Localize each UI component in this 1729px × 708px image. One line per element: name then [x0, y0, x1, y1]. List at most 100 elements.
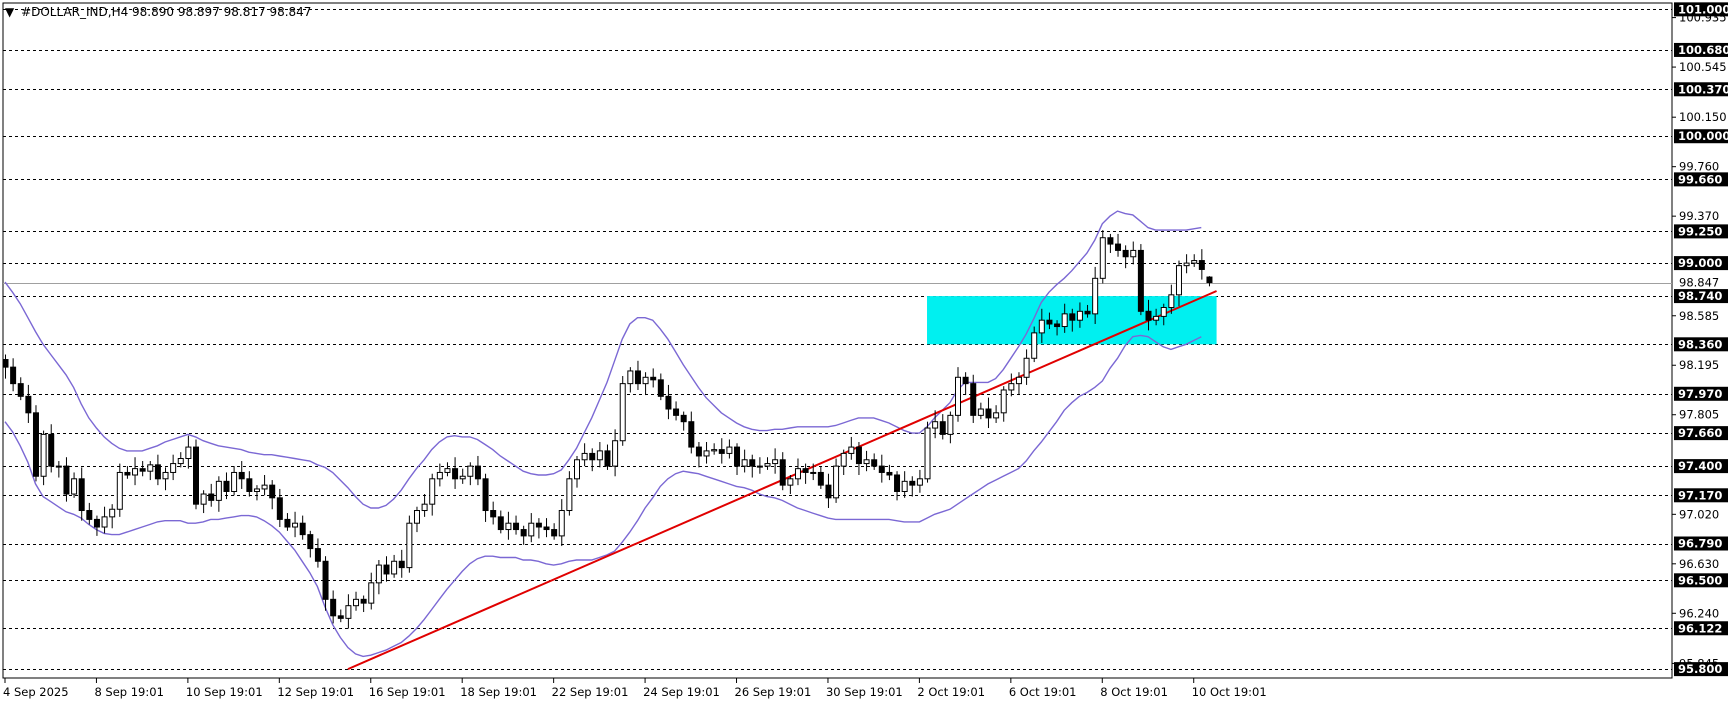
candle-body-88	[673, 408, 680, 416]
candle-75	[574, 455, 580, 488]
candle-body-34	[261, 484, 268, 490]
candle-body-85	[650, 376, 657, 381]
plot-frame	[2, 2, 1673, 679]
candle-50	[383, 556, 390, 582]
candle-17	[132, 457, 139, 486]
candle-113	[863, 450, 870, 472]
candle-body-70	[535, 522, 542, 528]
candle-121	[924, 421, 931, 483]
candle-90	[688, 411, 695, 454]
candle-body-30	[231, 471, 238, 492]
candle-body-79	[604, 450, 611, 467]
candle-31	[238, 461, 245, 489]
candle-body-50	[383, 564, 390, 575]
candle-95	[726, 439, 733, 459]
candle-135	[1031, 326, 1038, 363]
candle-body-155	[1183, 262, 1190, 267]
bollinger-lower	[4, 334, 1202, 658]
candle-body-133	[1015, 376, 1022, 385]
candle-body-113	[863, 459, 870, 465]
level-label-1: 100.680	[1678, 43, 1729, 57]
candle-114	[871, 453, 878, 470]
candle-body-148	[1130, 249, 1137, 258]
candle-57	[436, 463, 443, 487]
candle-body-2	[17, 383, 24, 397]
candle-60	[459, 468, 466, 484]
candle-130	[993, 405, 1000, 423]
candle-49	[375, 560, 382, 595]
candle-body-98	[749, 459, 756, 467]
candle-body-6	[48, 433, 55, 467]
candle-body-101	[772, 459, 779, 465]
candle-body-33	[253, 488, 260, 492]
time-tick-label-8: 26 Sep 19:01	[735, 685, 812, 699]
candle-72	[551, 523, 558, 540]
price-tick-label-4: 99.370	[1679, 209, 1719, 223]
candle-body-72	[551, 529, 558, 537]
candle-32	[246, 471, 253, 497]
candle-body-73	[558, 510, 565, 537]
candle-83	[634, 360, 641, 390]
candle-35	[269, 480, 276, 510]
candle-body-156	[1191, 260, 1198, 264]
candle-21	[162, 467, 169, 491]
candle-body-8	[63, 465, 70, 495]
candle-body-66	[505, 522, 512, 531]
candle-body-32	[246, 478, 253, 492]
candle-body-19	[147, 464, 154, 472]
candle-body-57	[436, 471, 443, 480]
candle-1	[10, 358, 17, 392]
candle-body-0	[2, 359, 9, 368]
level-label-10-box	[1674, 426, 1728, 441]
level-label-5-box	[1674, 224, 1728, 239]
candle-body-118	[901, 480, 908, 492]
candle-body-100	[764, 463, 771, 467]
price-tick-label-9: 96.630	[1679, 557, 1719, 571]
candle-85	[650, 368, 657, 388]
candle-56	[429, 473, 436, 516]
candle-70	[535, 518, 542, 539]
candle-body-3	[25, 395, 32, 414]
level-label-16-box	[1674, 662, 1728, 677]
candle-body-60	[459, 475, 466, 480]
candle-14	[109, 504, 116, 529]
level-label-11: 97.400	[1678, 459, 1722, 473]
candle-body-26	[200, 493, 207, 505]
candle-body-7	[55, 465, 62, 468]
candle-151	[1153, 308, 1160, 326]
candle-152	[1160, 303, 1167, 326]
candle-body-97	[741, 459, 748, 467]
level-label-6-box	[1674, 256, 1728, 271]
candle-body-95	[726, 446, 733, 454]
candle-109	[833, 458, 840, 503]
candle-150	[1145, 299, 1152, 331]
candle-52	[398, 549, 405, 578]
candle-97	[741, 449, 748, 473]
candle-body-134	[1023, 357, 1030, 378]
time-tick-label-4: 16 Sep 19:01	[369, 685, 446, 699]
candlesticks	[2, 230, 1213, 629]
menu-glyph[interactable]: ▼	[5, 5, 15, 19]
candle-body-108	[825, 484, 832, 499]
candle-89	[680, 411, 687, 431]
candle-body-38	[292, 522, 299, 528]
candle-body-90	[688, 421, 695, 448]
candle-body-125	[955, 376, 961, 416]
candle-67	[513, 515, 520, 535]
level-label-2: 100.370	[1678, 82, 1729, 96]
level-label-12-box	[1674, 488, 1728, 503]
chart-header[interactable]: ▼ #DOLLAR_IND,H4 98.890 98.897 98.817 98…	[5, 5, 311, 19]
candle-148	[1130, 241, 1137, 265]
level-label-4: 99.660	[1678, 172, 1722, 186]
level-label-8-box	[1674, 337, 1728, 352]
time-tick-label-2: 10 Sep 19:01	[186, 685, 263, 699]
candle-body-9	[71, 478, 78, 495]
candle-body-78	[596, 450, 603, 461]
candle-body-18	[139, 468, 146, 472]
candle-140	[1069, 308, 1076, 332]
candle-body-135	[1031, 332, 1038, 359]
candle-body-157	[1198, 260, 1205, 270]
candle-5	[40, 430, 47, 486]
